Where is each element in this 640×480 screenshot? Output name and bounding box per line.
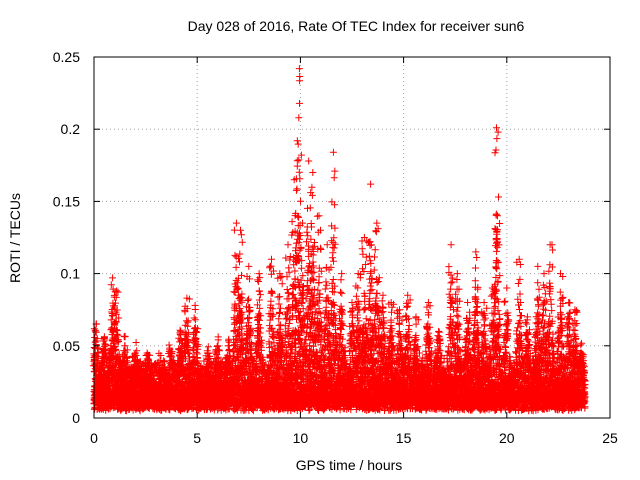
y-axis-ticks: 0 0.05 0.1 0.15 0.2 0.25 — [53, 49, 610, 426]
x-axis-ticks: 0 5 10 15 20 25 — [90, 57, 618, 446]
x-tick-label: 0 — [90, 430, 98, 446]
y-tick-label: 0.2 — [61, 121, 81, 137]
y-tick-label: 0.1 — [61, 266, 81, 282]
y-tick-label: 0.05 — [53, 338, 80, 354]
chart-title: Day 028 of 2016, Rate Of TEC Index for r… — [188, 18, 525, 34]
y-tick-label: 0 — [72, 410, 80, 426]
x-tick-label: 15 — [396, 430, 412, 446]
x-tick-label: 20 — [499, 430, 515, 446]
x-tick-label: 10 — [293, 430, 309, 446]
y-tick-label: 0.15 — [53, 193, 80, 209]
x-tick-label: 5 — [193, 430, 201, 446]
y-axis-label: ROTI / TECUs — [7, 193, 23, 283]
x-tick-label: 25 — [602, 430, 618, 446]
x-axis-label: GPS time / hours — [296, 457, 403, 473]
plot-frame — [93, 56, 611, 419]
y-tick-label: 0.25 — [53, 49, 80, 65]
